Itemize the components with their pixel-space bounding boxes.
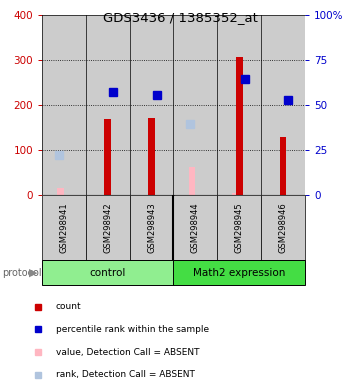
Text: GSM298946: GSM298946 xyxy=(279,202,288,253)
Text: control: control xyxy=(90,268,126,278)
Bar xyxy=(86,15,130,195)
Bar xyxy=(261,15,305,195)
Text: ▶: ▶ xyxy=(29,268,38,278)
Bar xyxy=(217,195,261,260)
Text: GSM298943: GSM298943 xyxy=(147,202,156,253)
Bar xyxy=(217,15,261,195)
Text: value, Detection Call = ABSENT: value, Detection Call = ABSENT xyxy=(56,348,200,356)
Text: percentile rank within the sample: percentile rank within the sample xyxy=(56,325,209,334)
Bar xyxy=(236,57,243,195)
Bar xyxy=(86,195,130,260)
Bar xyxy=(148,118,155,195)
Text: GSM298945: GSM298945 xyxy=(235,202,244,253)
Text: GSM298941: GSM298941 xyxy=(60,202,69,253)
Bar xyxy=(174,15,217,195)
Bar xyxy=(261,195,305,260)
Text: rank, Detection Call = ABSENT: rank, Detection Call = ABSENT xyxy=(56,370,195,379)
Text: Math2 expression: Math2 expression xyxy=(193,268,286,278)
Bar xyxy=(232,193,239,195)
Text: count: count xyxy=(56,303,82,311)
Bar xyxy=(42,260,174,285)
Bar xyxy=(174,195,217,260)
Text: GSM298942: GSM298942 xyxy=(103,202,112,253)
Bar xyxy=(57,188,64,195)
Bar xyxy=(130,15,174,195)
Bar xyxy=(42,15,86,195)
Bar xyxy=(130,195,174,260)
Bar xyxy=(280,137,286,195)
Bar xyxy=(174,260,305,285)
Text: GSM298944: GSM298944 xyxy=(191,202,200,253)
Text: GDS3436 / 1385352_at: GDS3436 / 1385352_at xyxy=(103,11,258,24)
Bar xyxy=(42,195,86,260)
Text: protocol: protocol xyxy=(2,268,42,278)
Bar xyxy=(104,119,111,195)
Bar xyxy=(188,167,195,195)
